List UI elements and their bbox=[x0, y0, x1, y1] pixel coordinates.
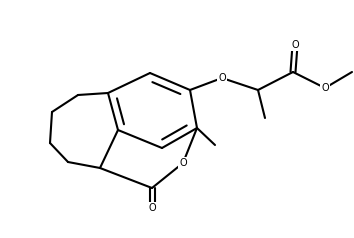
Text: O: O bbox=[321, 83, 329, 93]
Text: O: O bbox=[291, 40, 299, 50]
Text: O: O bbox=[179, 158, 187, 168]
Text: O: O bbox=[218, 73, 226, 83]
Text: O: O bbox=[148, 203, 156, 213]
